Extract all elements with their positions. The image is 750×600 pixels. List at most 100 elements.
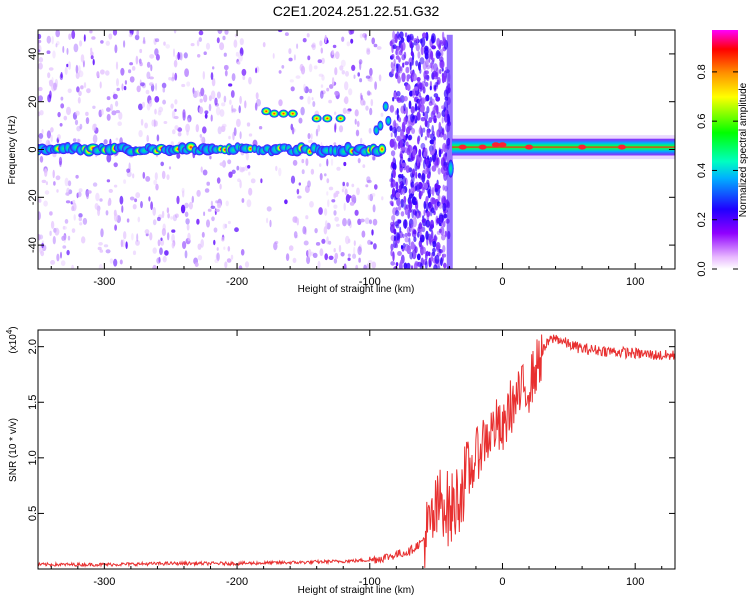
heatmap-speckle: [56, 41, 60, 46]
snr-x-label: Height of straight line (km): [298, 585, 415, 596]
heatmap-speckle: [202, 126, 207, 134]
heatmap-speckle: [67, 180, 72, 187]
heatmap-speckle: [131, 66, 136, 71]
heatmap-speckle: [399, 153, 403, 159]
heatmap-speckle: [115, 110, 120, 114]
heatmap-speckle: [413, 38, 418, 43]
heatmap-speckle: [390, 61, 394, 69]
heatmap-speckle: [50, 260, 56, 265]
heatmap-speckle: [100, 228, 104, 238]
heatmap-hot-spot: [458, 144, 467, 150]
heatmap-speckle: [408, 188, 411, 195]
heatmap-speckle: [203, 51, 207, 55]
heatmap-speckle: [223, 52, 227, 57]
heatmap-speckle: [429, 150, 435, 156]
heatmap-speckle: [429, 189, 434, 195]
heatmap-speckle: [416, 154, 420, 164]
heatmap-speckle: [439, 249, 443, 254]
heatmap-speckle: [161, 170, 166, 180]
heatmap-speckle: [343, 263, 347, 269]
heatmap-speckle: [351, 64, 356, 71]
heatmap-speckle: [396, 97, 402, 103]
heatmap-speckle: [78, 217, 83, 222]
heatmap-speckle: [418, 91, 421, 98]
heatmap-speckle: [59, 160, 62, 168]
heatmap-speckle: [403, 262, 408, 269]
snr-panel: -300 -200 -100 0 100 0.5 1.0 1.5 2.0 Height of …: [5, 326, 676, 596]
heatmap-speckle: [340, 252, 345, 257]
heatmap-speckle: [368, 127, 372, 134]
heatmap-speckle: [78, 213, 83, 218]
spectrogram-x-ticks: -300 -200 -100 0 100: [50, 30, 663, 288]
heatmap-speckle: [113, 213, 119, 222]
heatmap-speckle: [420, 37, 426, 47]
heatmap-speckle: [64, 177, 69, 187]
heatmap-speckle: [80, 85, 84, 90]
heatmap-speckle: [423, 70, 427, 80]
heatmap-speckle: [443, 133, 447, 141]
heatmap-speckle: [326, 158, 329, 167]
heatmap-speckle: [391, 68, 394, 74]
heatmap-speckle: [351, 183, 355, 188]
heatmap-speckle: [115, 137, 119, 141]
heatmap-speckle: [339, 65, 344, 71]
heatmap-speckle: [128, 69, 132, 74]
heatmap-speckle: [428, 156, 433, 163]
heatmap-speckle: [108, 33, 113, 40]
heatmap-speckle: [152, 219, 157, 226]
heatmap-speckle: [150, 64, 153, 72]
heatmap-speckle: [91, 36, 96, 40]
heatmap-speckle: [248, 133, 253, 137]
heatmap-speckle: [396, 232, 401, 241]
heatmap-speckle: [295, 75, 301, 79]
heatmap-speckle: [54, 227, 60, 236]
heatmap-speckle: [177, 131, 182, 137]
heatmap-speckle: [288, 57, 293, 62]
heatmap-speckle: [417, 231, 420, 238]
y-tick-label: -20: [27, 189, 39, 205]
heatmap-speckle: [412, 148, 417, 158]
heatmap-speckle: [333, 248, 336, 253]
heatmap-speckle: [424, 168, 428, 174]
heatmap-speckle: [242, 75, 246, 80]
heatmap-speckle: [246, 122, 251, 127]
heatmap-speckle: [244, 100, 247, 109]
heatmap-speckle: [68, 189, 73, 195]
heatmap-speckle: [41, 179, 47, 184]
y-tick-label: 1.5: [27, 395, 39, 410]
heatmap-speckle: [82, 217, 88, 225]
heatmap-speckle: [157, 239, 161, 247]
heatmap-speckle: [311, 97, 314, 101]
heatmap-speckle: [278, 167, 282, 177]
heatmap-speckle: [154, 172, 158, 181]
heatmap-speckle: [403, 51, 407, 59]
heatmap-speckle: [231, 104, 234, 114]
heatmap-speckle: [361, 230, 366, 238]
heatmap-speckle: [247, 165, 251, 169]
heatmap-speckle: [174, 72, 178, 81]
heatmap-speckle: [404, 232, 408, 238]
heatmap-speckle: [185, 123, 191, 133]
heatmap-speckle: [405, 141, 409, 147]
heatmap-speckle: [432, 57, 435, 62]
heatmap-speckle: [222, 35, 226, 41]
heatmap-speckle: [72, 199, 76, 204]
heatmap-speckle: [362, 33, 368, 38]
heatmap-speckle: [174, 108, 177, 112]
heatmap-speckle: [145, 89, 150, 95]
heatmap-hot-spot: [617, 144, 626, 150]
heatmap-speckle: [429, 133, 435, 140]
heatmap-speckle: [136, 30, 139, 37]
heatmap-speckle: [113, 184, 118, 188]
heatmap-speckle: [213, 227, 218, 233]
heatmap-speckle: [66, 106, 71, 116]
heatmap-speckle: [170, 103, 174, 109]
heatmap-speckle: [355, 264, 359, 269]
heatmap-speckle: [431, 207, 435, 214]
heatmap-speckle: [364, 34, 367, 41]
heatmap-speckle: [328, 186, 334, 191]
heatmap-speckle: [334, 216, 340, 222]
heatmap-hot-spot: [578, 144, 587, 150]
heatmap-speckle: [356, 120, 360, 127]
